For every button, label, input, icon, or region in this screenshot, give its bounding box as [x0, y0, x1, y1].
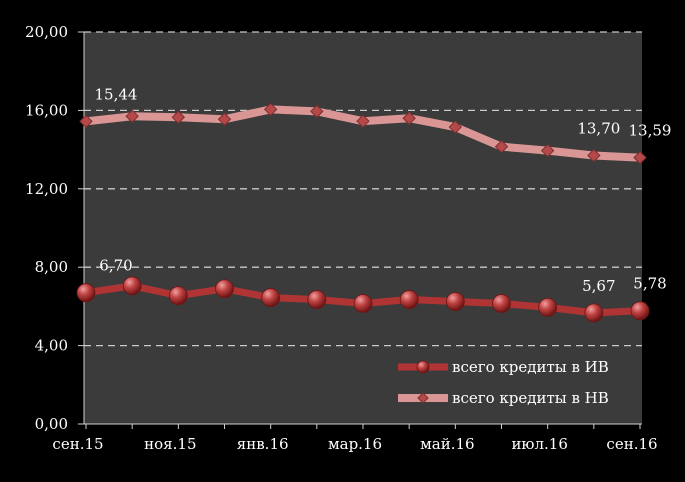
x-tick-label: июл.16 — [511, 435, 567, 453]
data-point — [633, 150, 647, 165]
legend-label: всего кредиты в ИВ — [452, 358, 609, 376]
data-point — [171, 110, 186, 124]
legend-item-1: всего кредиты в ИВ — [398, 358, 609, 376]
data-label: 13,70 — [577, 119, 620, 137]
x-tick-label: янв.16 — [237, 435, 289, 453]
data-point — [122, 276, 142, 296]
data-point — [494, 139, 509, 154]
data-point — [215, 279, 234, 299]
data-point — [263, 102, 278, 117]
data-point — [125, 109, 139, 123]
x-tick-label: сен.15 — [52, 435, 103, 453]
y-tick-label: 4,00 — [35, 337, 68, 355]
data-point — [356, 114, 370, 128]
data-point — [587, 148, 601, 163]
data-point — [168, 286, 188, 306]
x-tick-label: ноя.15 — [144, 435, 196, 453]
data-label: 5,67 — [582, 277, 615, 295]
x-tick-label: мар.16 — [328, 435, 382, 453]
data-point — [310, 104, 324, 119]
data-labels: 6,70 5,67 5,78 15,44 13,70 13,59 — [95, 85, 672, 294]
data-point — [261, 288, 281, 307]
y-tick-label: 20,00 — [25, 23, 68, 41]
grid-lines — [84, 31, 642, 347]
data-point — [307, 290, 327, 309]
data-point — [630, 301, 650, 321]
y-tick-label: 0,00 — [35, 415, 68, 433]
data-label: 13,59 — [629, 122, 672, 140]
data-label: 5,78 — [633, 275, 666, 293]
legend-item-2: всего кредиты в НВ — [398, 389, 609, 407]
data-point — [76, 283, 96, 303]
data-point — [399, 290, 419, 309]
y-tick-label: 12,00 — [25, 180, 68, 198]
data-point — [402, 111, 416, 125]
legend-marker — [417, 392, 429, 404]
data-point — [217, 112, 232, 126]
legend-marker — [416, 360, 430, 374]
data-point — [540, 143, 555, 158]
axes: 0,00 4,00 8,00 12,00 16,00 20,00 сен.15 ноя.15 я… — [25, 23, 658, 453]
plot-area — [84, 32, 642, 424]
data-point — [79, 114, 93, 129]
series-layer — [76, 102, 650, 323]
data-point — [448, 120, 463, 134]
data-label: 15,44 — [95, 85, 138, 103]
data-point — [353, 294, 373, 313]
series-1 — [76, 276, 650, 323]
legend: всего кредиты в ИВ всего кредиты в НВ — [398, 358, 609, 407]
data-point — [584, 303, 604, 323]
data-point — [492, 294, 511, 313]
y-tick-label: 16,00 — [25, 101, 68, 119]
data-point — [538, 297, 558, 317]
x-tick-label: май.16 — [420, 435, 474, 453]
x-tick-label: сен.16 — [606, 435, 657, 453]
series-2 — [79, 102, 647, 165]
data-label: 6,70 — [99, 257, 132, 275]
legend-label: всего кредиты в НВ — [452, 389, 609, 407]
y-tick-label: 8,00 — [35, 258, 68, 276]
data-point — [445, 292, 465, 311]
